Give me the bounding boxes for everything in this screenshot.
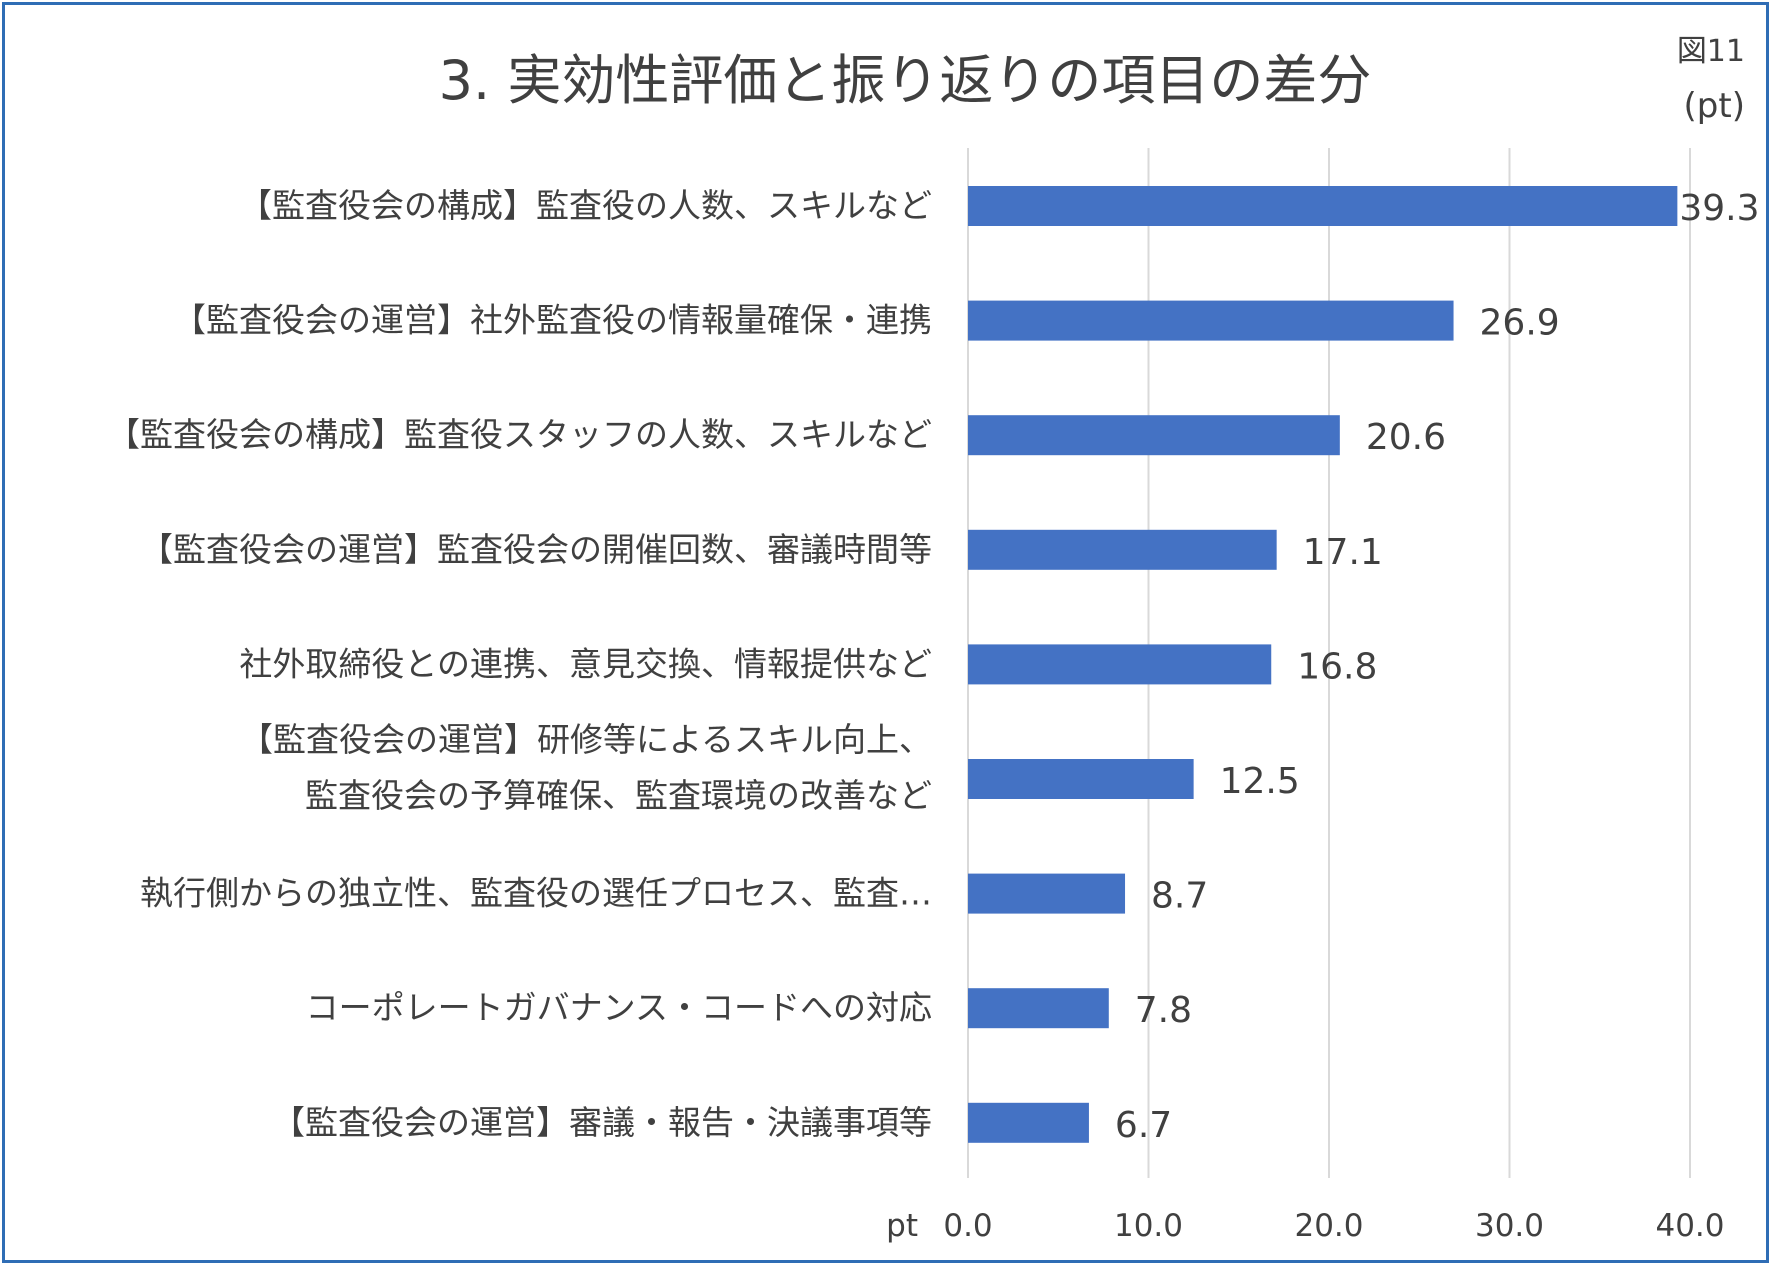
bar-4 [968,644,1272,685]
category-label-5-line-0: 【監査役会の運営】研修等によるスキル向上、 [240,720,932,759]
value-label-0: 39.3 [1679,188,1759,229]
category-label-0: 【監査役会の構成】監査役の人数、スキルなど [239,186,932,225]
bar-1 [968,300,1454,341]
value-label-3: 17.1 [1303,532,1383,573]
tick-label-1: 10.0 [1114,1208,1183,1244]
bar-8 [968,1102,1089,1143]
tick-label-2: 20.0 [1294,1208,1363,1244]
value-label-1: 26.9 [1480,303,1560,344]
chart-title: 3. 実効性評価と振り返りの項目の差分 [438,49,1372,112]
value-label-5: 12.5 [1220,761,1300,802]
value-label-8: 6.7 [1115,1105,1172,1146]
tick-label-4: 40.0 [1655,1208,1724,1244]
figure-label: 図11 [1676,34,1745,69]
bar-2 [968,415,1340,456]
bar-6 [968,873,1126,914]
category-label-4: 社外取締役との連携、意見交換、情報提供など [239,644,932,683]
category-label-8: 【監査役会の運営】審議・報告・決議事項等 [272,1103,932,1142]
x-axis-label: pt [886,1208,918,1244]
category-label-1: 【監査役会の運営】社外監査役の情報量確保・連携 [173,301,932,340]
bar-7 [968,988,1109,1029]
category-label-3: 【監査役会の運営】監査役会の開催回数、審議時間等 [140,530,932,569]
value-label-4: 16.8 [1297,646,1377,687]
value-label-6: 8.7 [1151,876,1208,917]
tick-label-0: 0.0 [943,1208,992,1244]
value-label-7: 7.8 [1135,990,1192,1031]
tick-label-3: 30.0 [1475,1208,1544,1244]
category-label-6: 執行側からの独立性、監査役の選任プロセス、監査… [140,874,932,913]
value-label-2: 20.6 [1366,417,1446,458]
bar-0 [968,186,1678,226]
bar-3 [968,529,1277,570]
category-label-2: 【監査役会の構成】監査役スタッフの人数、スキルなど [107,415,932,454]
unit-label: (pt) [1683,86,1745,126]
category-label-5-line-1: 監査役会の予算確保、監査環境の改善など [305,776,932,815]
bar-5 [968,759,1194,799]
category-label-7: コーポレートガバナンス・コードへの対応 [306,988,932,1027]
